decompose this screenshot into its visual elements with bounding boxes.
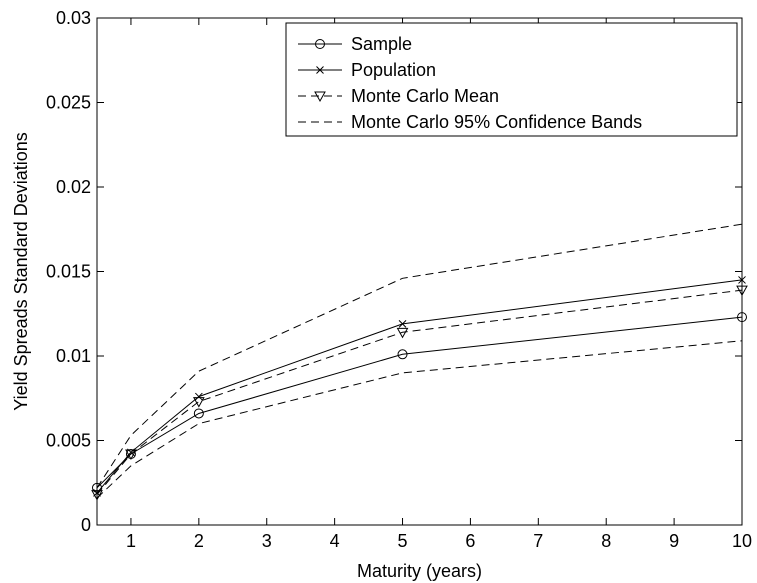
x-tick-label: 8	[601, 531, 611, 551]
y-tick-label: 0.02	[56, 177, 91, 197]
series-line	[96, 289, 743, 495]
y-tick-label: 0.03	[56, 8, 91, 28]
legend-marker	[315, 39, 325, 49]
axis-ticks: 1 2 3 4 5 6 7 8 9 10 0 0.005 0.01 0.015 0.02 0.025 0.03	[46, 8, 752, 551]
x-tick-label: 4	[330, 531, 340, 551]
y-tick-label: 0.005	[46, 431, 91, 451]
series-line	[96, 279, 743, 494]
x-axis-title: Maturity (years)	[357, 561, 482, 581]
x-tick-label: 7	[533, 531, 543, 551]
series-layer	[91, 223, 748, 501]
data-point	[193, 408, 204, 419]
legend-marker	[316, 66, 324, 74]
data-point	[192, 397, 205, 408]
x-tick-label: 5	[398, 531, 408, 551]
data-point	[738, 276, 746, 284]
y-tick-label: 0.01	[56, 346, 91, 366]
series-line	[96, 340, 743, 499]
x-tick-label: 6	[465, 531, 475, 551]
x-tick-label: 2	[194, 531, 204, 551]
y-tick-label: 0.025	[46, 93, 91, 113]
x-tick-label: 10	[732, 531, 752, 551]
x-tick-label: 1	[126, 531, 136, 551]
legend-label: Monte Carlo Mean	[351, 86, 499, 106]
legend-box	[285, 22, 738, 137]
y-tick-label: 0.015	[46, 262, 91, 282]
data-point	[396, 327, 409, 339]
legend-marker	[314, 91, 326, 103]
y-tick-label: 0	[81, 515, 91, 535]
legend-label: Monte Carlo 95% Confidence Bands	[351, 112, 642, 132]
data-point	[194, 392, 203, 401]
data-point	[397, 349, 408, 360]
data-point	[398, 320, 407, 328]
x-tick-label: 9	[669, 531, 679, 551]
x-tick-label: 3	[262, 531, 272, 551]
series-line	[96, 316, 743, 489]
y-axis-title: Yield Spreads Standard Deviations	[11, 132, 31, 411]
data-point	[736, 285, 748, 297]
legend-label: Population	[351, 60, 436, 80]
series-line	[96, 223, 743, 489]
legend-label: Sample	[351, 34, 412, 54]
legend: Sample Population Monte Carlo Mean Monte Ca…	[285, 22, 738, 137]
data-point	[125, 449, 137, 461]
data-point	[737, 312, 747, 323]
